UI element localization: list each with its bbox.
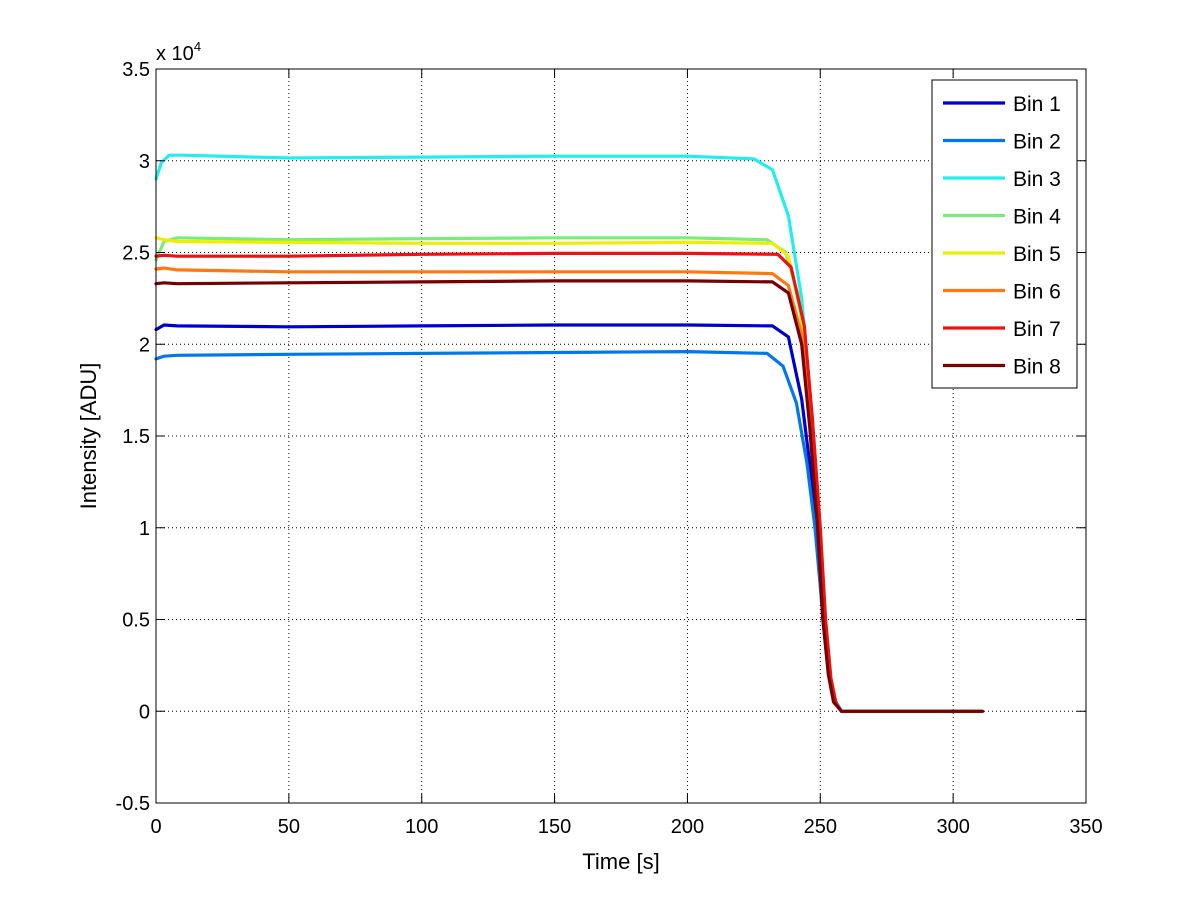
y-tick-label: 0 [139,701,150,723]
y-tick-label: -0.5 [116,793,150,815]
exponent-power: 4 [194,39,201,54]
legend-label-bin-1: Bin 1 [1013,93,1061,116]
exponent-base: x 10 [156,43,194,65]
series-line-bin-8 [154,279,985,713]
legend-label-bin-8: Bin 8 [1013,356,1061,379]
series-layer [154,153,985,713]
legend: Bin 1 Bin 2 Bin 3 Bin 4 Bin 5 Bin 6 Bin 7 Bin 8 [931,79,1078,389]
y-axis-exponent-label: x 104 [156,39,201,65]
y-tick-label: 3 [139,151,150,173]
x-tick-label: 350 [1069,816,1102,838]
y-tick-label: 0.5 [122,610,150,632]
x-axis-label: Time [s] [582,849,659,874]
y-tick-label: 2.5 [122,243,150,265]
legend-label-bin-7: Bin 7 [1013,318,1061,341]
x-tick-label: 150 [538,816,571,838]
legend-label-bin-6: Bin 6 [1013,281,1061,304]
x-tick-label: 100 [405,816,438,838]
x-tick-label: 250 [804,816,837,838]
x-tick-label: 0 [150,816,161,838]
tick-labels: 0 50 100 150 200 250 300 350-0.500.511.522.533.… [116,59,1103,838]
legend-label-bin-3: Bin 3 [1013,168,1061,191]
x-tick-label: 300 [936,816,969,838]
x-tick-label: 200 [671,816,704,838]
y-tick-label: 1 [139,518,150,540]
legend-box [931,79,1078,389]
y-tick-label: 1.5 [122,426,150,448]
series-line-bin-7 [154,251,985,713]
ticks [155,68,1087,804]
y-tick-label: 2 [139,334,150,356]
legend-label-bin-4: Bin 4 [1013,206,1061,229]
y-tick-label: 3.5 [122,59,150,81]
legend-label-bin-2: Bin 2 [1013,131,1061,154]
y-axis-label: Intensity [ADU] [76,363,101,510]
x-tick-label: 50 [278,816,300,838]
legend-label-bin-5: Bin 5 [1013,243,1061,266]
